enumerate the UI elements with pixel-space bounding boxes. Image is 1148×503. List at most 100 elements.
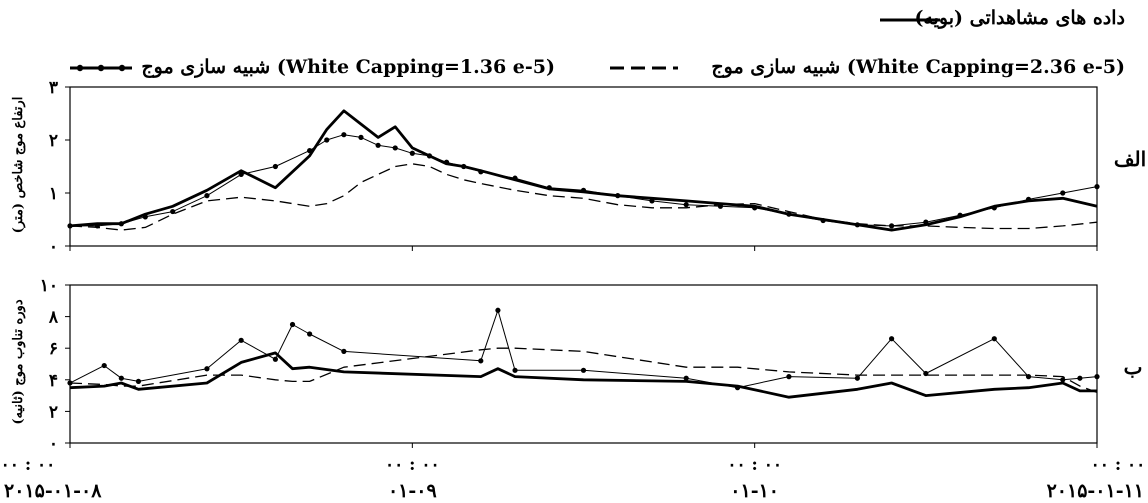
panel-b-sim-136-point xyxy=(495,307,501,313)
panel-a-frame xyxy=(69,86,1098,247)
panel-a-sim-136-point xyxy=(375,142,381,148)
panel-a-sim-136-point xyxy=(392,145,398,151)
panel-b-sim-136-point xyxy=(889,336,895,342)
panel-a-sim-136-point xyxy=(204,193,210,199)
panel-b-sim-136-point xyxy=(923,370,929,377)
panel-a-sim-136-point xyxy=(94,223,100,229)
legend-item-sim-136: شبیه سازی موج (White Capping=1.36 e-5) xyxy=(70,56,555,78)
panel-b-sim-136-point xyxy=(1025,374,1032,380)
panel-a-sim-136-point xyxy=(324,137,330,143)
x-axis: ۰۰ : ۰۰ ۲۰۱۵-۰۱-۰۸ ۰۰ : ۰۰ ۰۱-۰۹ ۰۰ : ۰۰ ۰۱-۱… xyxy=(1,455,1146,502)
panel-b-sim-136-point xyxy=(307,331,313,337)
panel-b-ytick-label: ۶ xyxy=(49,339,58,359)
panel-b-sim-136-point xyxy=(1094,374,1100,380)
xtick-date-label: ۰۱-۱۰ xyxy=(730,480,779,502)
legend-label-observed: داده های مشاهداتی (بویه) xyxy=(914,7,1125,29)
panel-a-ytick-label: ۱ xyxy=(49,184,58,204)
panel-a-ytick-label: ۰ xyxy=(49,237,58,257)
panel-a-sim-136-point xyxy=(546,185,552,191)
panel-a-sim-136-point xyxy=(307,148,313,154)
panel-a-sim-136-point xyxy=(923,219,929,225)
panel-a-sim-136-point xyxy=(615,193,621,199)
panel-b-label: ب xyxy=(1124,355,1143,379)
panel-a-sim-136-point xyxy=(717,203,724,209)
panel-b-sim-136-point xyxy=(67,380,73,386)
panel-b-sim-136-point xyxy=(580,367,587,373)
panel-b-ytick-label: ۰ xyxy=(49,434,58,454)
panel-a-sim-136-point xyxy=(786,211,792,217)
panel-b-ytick-label: ۴ xyxy=(49,371,58,391)
panel-a-ylabel: ارتفاع موج شاخص (متر) xyxy=(11,97,26,234)
panel-a-wave-height: ارتفاع موج شاخص (متر) الف ۰ ۱ ۲ ۳ xyxy=(11,78,1146,257)
panel-a-sim-136-point xyxy=(580,187,587,193)
panel-b-sim-136-point xyxy=(478,358,484,364)
panel-a-sim-136-point xyxy=(67,223,73,229)
panel-b-sim-136-point xyxy=(1060,377,1066,383)
panel-b-sim-136-point xyxy=(854,375,860,381)
panel-b-sim-136-point xyxy=(1077,375,1083,381)
panel-b-ylabel: دوره تناوب موج (ثانیه) xyxy=(11,299,26,424)
panel-b-sim-136-point xyxy=(204,366,210,372)
xtick-time-label: ۰۰ : ۰۰ xyxy=(727,455,782,475)
legend-label-sim-136: شبیه سازی موج (White Capping=1.36 e-5) xyxy=(141,56,555,78)
xtick-time-label: ۰۰ : ۰۰ xyxy=(1,455,56,475)
panel-a-sim-136-point xyxy=(649,198,655,204)
panel-a-sim-136-point xyxy=(512,175,518,181)
panel-b-sim-136-point xyxy=(341,348,347,354)
legend-item-sim-236: شبیه سازی موج (White Capping=2.36 e-5) xyxy=(610,56,1125,78)
xtick-time-label: ۰۰ : ۰۰ xyxy=(1091,455,1146,475)
panel-a-sim-136-point xyxy=(683,202,689,208)
panel-b-sim-136-point xyxy=(101,362,107,369)
panel-a-sim-136-point xyxy=(1025,196,1032,202)
legend-label-sim-236: شبیه سازی موج (White Capping=2.36 e-5) xyxy=(711,56,1125,78)
panel-a-sim-136-point xyxy=(478,169,484,175)
panel-a-label: الف xyxy=(1114,147,1146,171)
panel-a-ytick-label: ۳ xyxy=(49,78,58,98)
panel-a-sim-136-point xyxy=(957,212,963,218)
panel-a-sim-136-point xyxy=(358,134,364,140)
panel-a-sim-136-point xyxy=(752,205,758,211)
panel-a-sim-136-point xyxy=(341,132,347,138)
panel-a-sim-136-point xyxy=(1060,190,1066,196)
legend-swatch-dot-3 xyxy=(118,64,126,72)
xtick-date-label: ۲۰۱۵-۰۱-۱۱ xyxy=(1047,480,1144,502)
panel-a-sim-136-point xyxy=(118,221,124,227)
panel-b-sim-136-point xyxy=(289,321,296,328)
panel-b-series-sim-136 xyxy=(69,309,1098,389)
panel-a-series-observed xyxy=(69,109,1098,232)
legend-swatch-dot-1 xyxy=(76,64,84,72)
panel-a-sim-136-point xyxy=(1094,184,1100,190)
panel-a-sim-136-point xyxy=(238,171,244,178)
panel-a-sim-136-point xyxy=(443,159,450,165)
panel-b-sim-136-point xyxy=(512,367,518,373)
panel-b-ytick-label: ۱۰ xyxy=(40,276,58,296)
panel-a-sim-136-point xyxy=(991,205,997,211)
xtick-time-label: ۰۰ : ۰۰ xyxy=(385,455,440,475)
panel-b-series-sim-236 xyxy=(69,347,1098,394)
panel-b-sim-136-point xyxy=(786,374,792,380)
panel-b-sim-136-point xyxy=(118,375,124,381)
panel-b-frame xyxy=(69,284,1098,444)
panel-b-sim-136-point xyxy=(734,385,741,391)
panel-a-ytick-label: ۲ xyxy=(49,131,58,151)
panel-b-sim-136-point xyxy=(991,336,997,342)
panel-a-sim-136-point xyxy=(461,163,467,170)
panel-b-ytick-label: ۲ xyxy=(49,402,58,422)
panel-a-sim-136-point xyxy=(889,223,895,229)
panel-a-sim-136-point xyxy=(409,150,415,156)
panel-b-wave-period: دوره تناوب موج (ثانیه) ب ۰ ۲ ۴ ۶ ۸ ۱۰ xyxy=(11,276,1142,454)
panel-b-series-observed xyxy=(69,351,1097,399)
legend-item-observed: داده های مشاهداتی (بویه) xyxy=(880,7,1125,29)
panel-a-sim-136-point xyxy=(854,222,860,228)
panel-b-sim-136-point xyxy=(238,337,244,343)
panel-a-sim-136-point xyxy=(142,214,148,220)
xtick-date-label: ۲۰۱۵-۰۱-۰۸ xyxy=(4,480,102,502)
legend-swatch-dot-2 xyxy=(97,64,105,72)
panel-a-sim-136-point xyxy=(170,208,176,215)
panel-b-ytick-label: ۸ xyxy=(48,308,59,328)
panel-b-sim-136-point xyxy=(272,356,278,362)
panel-a-sim-136-point xyxy=(272,163,278,170)
xtick-date-label: ۰۱-۰۹ xyxy=(388,480,437,502)
panel-a-sim-136-point xyxy=(426,153,433,159)
